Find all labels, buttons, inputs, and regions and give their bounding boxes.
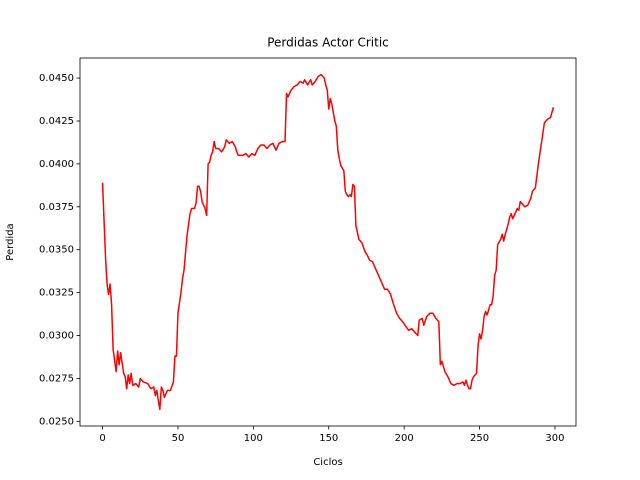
y-tick-label: 0.0300 <box>39 331 74 342</box>
x-axis-label: Ciclos <box>313 457 342 468</box>
y-axis-label: Perdida <box>5 223 16 260</box>
chart-title: Perdidas Actor Critic <box>267 36 389 50</box>
y-tick-label: 0.0250 <box>39 416 74 427</box>
y-tick-label: 0.0275 <box>39 373 74 384</box>
x-tick-label: 100 <box>244 433 263 444</box>
x-tick-label: 250 <box>470 433 489 444</box>
data-line <box>101 73 555 411</box>
y-tick-label: 0.0450 <box>39 73 74 84</box>
x-tick-label: 50 <box>172 433 185 444</box>
plot-frame <box>79 57 577 427</box>
y-tick-label: 0.0425 <box>39 116 74 127</box>
x-tick-label: 300 <box>545 433 564 444</box>
y-tick-label: 0.0375 <box>39 202 74 213</box>
x-tick-label: 200 <box>395 433 414 444</box>
y-tick-label: 0.0400 <box>39 159 74 170</box>
x-tick-label: 0 <box>99 433 105 444</box>
y-tick-label: 0.0350 <box>39 245 74 256</box>
x-tick-label: 150 <box>319 433 338 444</box>
y-tick-label: 0.0325 <box>39 288 74 299</box>
